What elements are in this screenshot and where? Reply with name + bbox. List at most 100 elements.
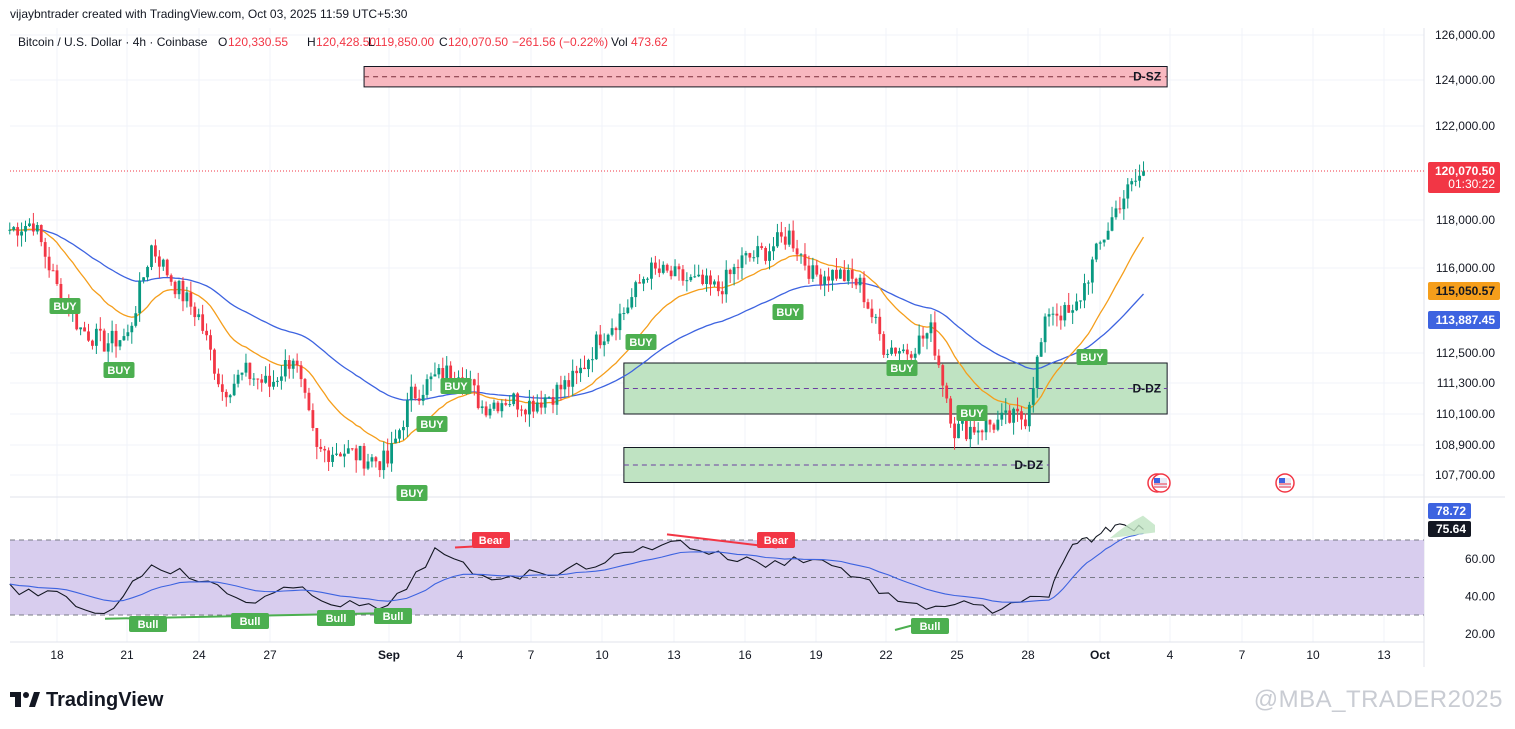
- candle-body: [185, 292, 189, 302]
- candle-body: [154, 245, 157, 257]
- buy-signal-text: BUY: [400, 488, 424, 500]
- candle-body: [720, 291, 724, 295]
- candle-body: [685, 280, 689, 282]
- candle-body: [842, 269, 846, 282]
- candle-body: [618, 313, 622, 331]
- candle-body: [968, 426, 972, 440]
- candle-body: [606, 334, 610, 342]
- candle-body: [929, 322, 933, 334]
- candle-body: [520, 409, 523, 411]
- us-event-flag[interactable]: [1147, 473, 1171, 493]
- candle-body: [783, 236, 787, 245]
- candle-body: [1087, 282, 1090, 284]
- ema-slow-label-box: [1428, 311, 1500, 329]
- candle-body: [1118, 208, 1122, 210]
- candle-body: [1114, 208, 1118, 218]
- bull-signal-box: [374, 608, 412, 624]
- bear-signal-text: Bear: [764, 535, 789, 547]
- candle-body: [413, 386, 417, 399]
- legend-high: 120,428.50: [316, 35, 376, 49]
- time-tick-label: 13: [667, 648, 681, 662]
- candle-body: [898, 351, 901, 354]
- us-event-flag[interactable]: [1275, 473, 1295, 493]
- candle-body: [492, 402, 496, 409]
- candle-body: [303, 379, 307, 393]
- price-tick-label: 112,500.00: [1436, 346, 1495, 360]
- candle-body: [370, 457, 374, 462]
- candle-body: [150, 245, 153, 267]
- watermark-text: @MBA_TRADER2025: [1253, 686, 1503, 713]
- bull-signal-box: [231, 613, 269, 629]
- candle-body: [878, 316, 882, 335]
- candle-body: [1012, 408, 1016, 423]
- candle-body: [268, 375, 271, 387]
- candle-body: [539, 402, 543, 408]
- price-axis[interactable]: 126,000.00 124,000.00 122,000.00 118,000.00…: [1428, 28, 1500, 482]
- candle-body: [819, 274, 823, 285]
- time-tick-label: 25: [950, 648, 964, 662]
- candle-body: [83, 327, 86, 332]
- candle-body: [634, 282, 638, 298]
- candle-body: [1130, 181, 1134, 185]
- candle-body: [642, 279, 645, 284]
- time-axis[interactable]: 18 21 24 27 Sep 4 7 10 13 16 19 22 25 28 Oct 4 7 10 13: [50, 648, 1391, 662]
- candle-body: [972, 426, 976, 433]
- candle-body: [976, 430, 980, 433]
- price-pane[interactable]: [10, 28, 1424, 496]
- legend-low-label: L: [368, 35, 375, 49]
- candle-body: [622, 313, 626, 315]
- candle-body: [724, 269, 728, 295]
- candle-body: [217, 373, 220, 385]
- candle-body: [1047, 314, 1051, 317]
- buy-signal-box: [416, 416, 448, 432]
- rsi-ma-line: [9, 532, 1144, 603]
- zone-label: D-SZ: [1133, 70, 1161, 84]
- rsi-tick-label: 60.00: [1465, 552, 1495, 566]
- buy-signal-text: BUY: [629, 337, 653, 349]
- candle-body: [1000, 412, 1004, 420]
- candle-body: [846, 270, 850, 282]
- candle-body: [748, 253, 752, 258]
- candle-body: [209, 335, 212, 350]
- legend-open-label: O: [218, 35, 227, 49]
- candle-body: [177, 280, 181, 295]
- candle-body: [169, 275, 173, 282]
- candle-body: [323, 448, 327, 451]
- candle-body: [803, 254, 807, 266]
- candle-body: [598, 334, 602, 346]
- footer-brand[interactable]: TradingView: [10, 686, 163, 714]
- candle-body: [524, 409, 527, 415]
- candle-body: [142, 277, 146, 281]
- candle-body: [24, 226, 27, 232]
- time-tick-label: 16: [738, 648, 752, 662]
- candle-body: [134, 313, 138, 326]
- price-tick-label: 107,700.00: [1435, 468, 1495, 482]
- candle-body: [236, 374, 240, 384]
- candle-body: [760, 246, 764, 249]
- buy-signal-text: BUY: [776, 307, 800, 319]
- candle-body: [913, 353, 917, 358]
- time-tick-label: 4: [457, 648, 464, 662]
- buy-signal-box: [625, 334, 657, 350]
- time-tick-label: Oct: [1090, 648, 1110, 662]
- candle-body: [1083, 283, 1086, 301]
- zone-label: D-DZ: [1014, 458, 1043, 472]
- rsi-ma-label-text: 78.72: [1436, 504, 1466, 518]
- candle-body: [173, 281, 177, 295]
- candle-layer[interactable]: [8, 161, 1145, 479]
- candle-body: [799, 254, 803, 256]
- candle-body: [189, 292, 193, 307]
- bull-signal-text: Bull: [326, 613, 347, 625]
- candle-body: [1039, 342, 1043, 357]
- brand-name: TradingView: [46, 688, 164, 711]
- candle-body: [870, 308, 874, 318]
- ema-fast-line: [9, 228, 1145, 445]
- tradingview-logo-icon: [10, 692, 40, 707]
- rsi-axis[interactable]: 60.00 40.00 20.00 78.72 75.64: [1428, 503, 1495, 641]
- legend-close: 120,070.50: [448, 35, 508, 49]
- zone-label: D-DZ: [1132, 382, 1161, 396]
- candle-body: [390, 443, 394, 464]
- candle-body: [405, 400, 409, 428]
- candle-body: [248, 362, 252, 380]
